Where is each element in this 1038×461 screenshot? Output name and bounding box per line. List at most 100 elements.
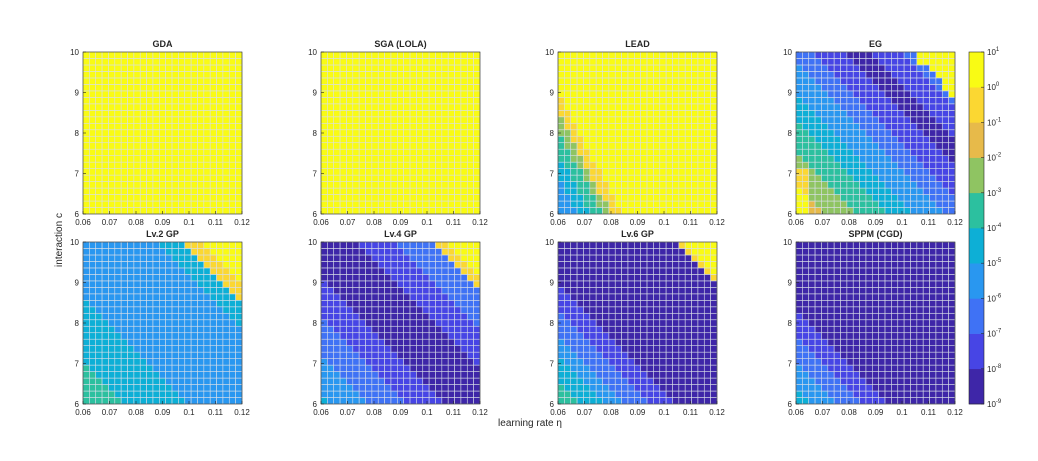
heatmap-cell xyxy=(684,148,692,156)
heatmap-cell xyxy=(327,300,335,308)
heatmap-cell xyxy=(159,71,166,79)
heatmap-cell xyxy=(821,390,829,398)
heatmap-cell xyxy=(365,90,373,98)
heatmap-cell xyxy=(197,332,205,340)
heatmap-cell xyxy=(872,241,879,249)
heatmap-cell xyxy=(133,187,141,195)
heatmap-cell xyxy=(447,312,455,321)
heatmap-cell xyxy=(602,77,610,85)
y-tick-label: 9 xyxy=(75,279,80,288)
heatmap-cell xyxy=(127,207,135,215)
heatmap-cell xyxy=(935,58,943,66)
heatmap-cell xyxy=(377,254,385,262)
panel-title: LEAD xyxy=(625,39,650,49)
heatmap-cell xyxy=(403,71,411,79)
heatmap-cell xyxy=(409,280,417,288)
heatmap-cell xyxy=(422,122,430,131)
heatmap-cell xyxy=(910,194,918,202)
heatmap-cell xyxy=(120,51,128,59)
heatmap-cell xyxy=(621,161,629,169)
heatmap-cell xyxy=(422,77,430,85)
heatmap-cell xyxy=(576,97,584,105)
heatmap-cell xyxy=(127,248,135,256)
heatmap-cell xyxy=(576,364,584,372)
heatmap-cell xyxy=(627,58,635,66)
heatmap-cell xyxy=(447,71,455,79)
heatmap-cell xyxy=(821,261,829,269)
heatmap-cell xyxy=(614,319,622,327)
heatmap-cell xyxy=(564,267,572,275)
x-tick-label: 0.06 xyxy=(788,218,804,227)
heatmap-cell xyxy=(583,142,591,150)
heatmap-cell xyxy=(621,168,629,176)
heatmap-cell xyxy=(703,312,711,321)
heatmap-cell xyxy=(397,116,404,124)
heatmap-cell xyxy=(339,71,347,79)
heatmap-cell xyxy=(640,390,648,398)
heatmap-cell xyxy=(352,332,360,340)
heatmap-cell xyxy=(235,384,243,392)
heatmap-cell xyxy=(691,207,699,215)
heatmap-cell xyxy=(814,58,822,66)
heatmap-cell xyxy=(703,110,711,118)
heatmap-cell xyxy=(665,254,673,262)
heatmap-cell xyxy=(846,345,854,353)
heatmap-cell xyxy=(583,351,591,359)
heatmap-cell xyxy=(358,338,366,346)
heatmap-cell xyxy=(377,135,385,144)
heatmap-cell xyxy=(403,200,411,208)
heatmap-cell xyxy=(627,261,635,269)
heatmap-cell xyxy=(365,338,373,346)
heatmap-cell xyxy=(409,358,417,366)
heatmap-cell xyxy=(646,116,654,124)
heatmap-cell xyxy=(473,110,481,118)
heatmap-cell xyxy=(872,77,879,85)
heatmap-cell xyxy=(833,384,841,392)
heatmap-cell xyxy=(460,261,468,269)
heatmap-cell xyxy=(576,84,584,92)
heatmap-cell xyxy=(570,338,578,346)
heatmap-cell xyxy=(621,390,629,398)
heatmap-cell xyxy=(840,129,848,137)
heatmap-cell xyxy=(101,325,109,334)
heatmap-cell xyxy=(697,338,705,346)
heatmap-cell xyxy=(595,319,603,327)
heatmap-cell xyxy=(570,274,578,282)
heatmap-cell xyxy=(95,142,103,150)
heatmap-cell xyxy=(840,280,848,288)
heatmap-cell xyxy=(352,110,360,118)
heatmap-cell xyxy=(589,181,597,189)
heatmap-cell xyxy=(159,332,166,340)
heatmap-cell xyxy=(570,325,578,334)
heatmap-cell xyxy=(576,207,584,215)
heatmap-cell xyxy=(320,390,328,398)
heatmap-cell xyxy=(203,319,211,327)
heatmap-cell xyxy=(473,377,481,385)
heatmap-cell xyxy=(120,325,128,334)
heatmap-cell xyxy=(228,142,236,150)
heatmap-cell xyxy=(89,58,97,66)
heatmap-cell xyxy=(422,71,430,79)
heatmap-cell xyxy=(441,319,449,327)
heatmap-cell xyxy=(621,261,629,269)
heatmap-cell xyxy=(139,287,147,295)
heatmap-cell xyxy=(684,364,692,372)
heatmap-cell xyxy=(891,384,899,392)
heatmap-cell xyxy=(583,364,591,372)
heatmap-cell xyxy=(659,306,667,314)
heatmap-cell xyxy=(602,371,610,379)
heatmap-cell xyxy=(808,77,816,85)
heatmap-cell xyxy=(672,300,680,308)
heatmap-cell xyxy=(627,181,635,189)
heatmap-cell xyxy=(222,248,230,256)
heatmap-cell xyxy=(184,194,192,202)
heatmap-cell xyxy=(190,332,198,340)
heatmap-cell xyxy=(557,280,565,288)
heatmap-cell xyxy=(447,351,455,359)
heatmap-cell xyxy=(228,97,236,105)
heatmap-cell xyxy=(197,345,205,353)
heatmap-cell xyxy=(216,174,224,182)
heatmap-cell xyxy=(595,135,603,144)
heatmap-cell xyxy=(891,377,899,385)
